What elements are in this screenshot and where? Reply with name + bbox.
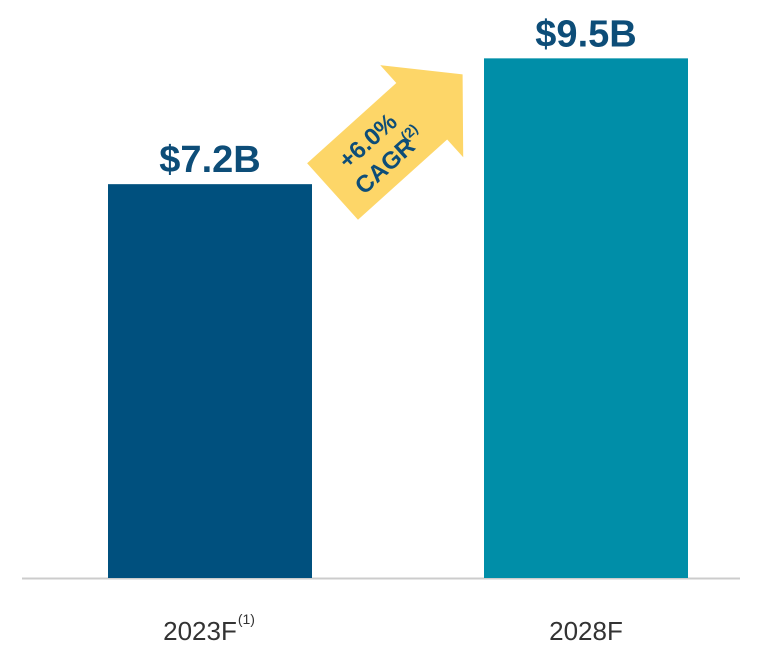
x-tick-label: 2023F <box>163 616 237 645</box>
x-tick-footnote: (1) <box>238 611 255 627</box>
value-label: $9.5B <box>535 13 636 55</box>
bar <box>108 184 312 578</box>
cagr-arrow <box>307 65 464 220</box>
bar <box>484 58 688 579</box>
cagr-arrow-group: +6.0% CAGR (2) <box>307 65 464 220</box>
value-label: $7.2B <box>159 139 260 181</box>
x-tick-label: 2028F <box>549 616 623 645</box>
